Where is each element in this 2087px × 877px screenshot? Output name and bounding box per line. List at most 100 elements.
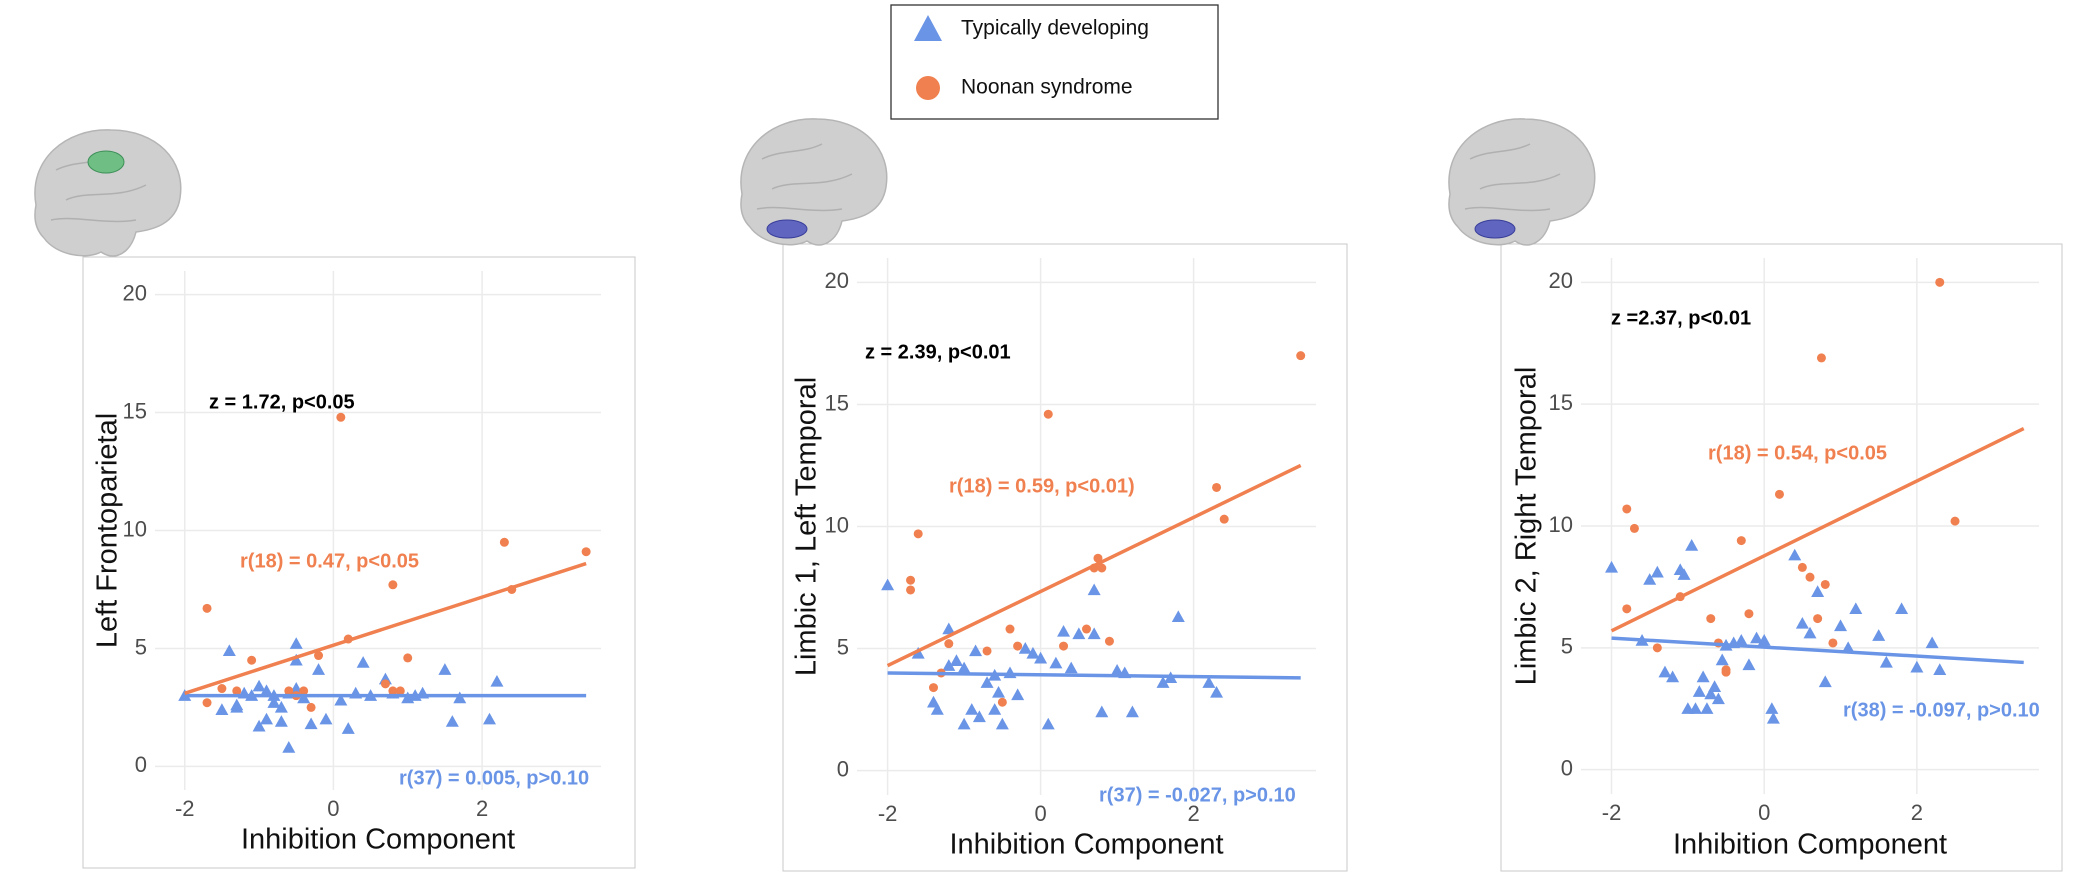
point [957,717,971,730]
point [490,674,504,687]
point [1650,565,1664,578]
point [1706,614,1716,624]
y-tick-label: 15 [1549,390,1573,415]
point [1685,538,1699,551]
point [1658,665,1672,678]
point [1816,353,1826,363]
brain-shape [740,118,888,246]
point [1629,523,1639,533]
point [1715,653,1729,666]
x-tick-label: 0 [1034,801,1046,826]
point [906,575,916,585]
point [906,585,916,595]
y-tick-label: 20 [825,268,849,293]
point [380,679,390,689]
point [1841,641,1855,654]
point [1721,665,1731,675]
point [1093,553,1103,563]
y-tick-label: 5 [837,634,849,659]
point [997,697,1007,707]
point [1087,583,1101,596]
annotation: z =2.37, p<0.01 [1611,307,1751,329]
point [1766,711,1780,724]
point [1744,609,1754,619]
point [581,547,591,557]
point [1736,536,1746,546]
point [1820,579,1830,589]
point [1082,624,1091,634]
annotation: r(38) = -0.097, p>0.10 [1843,699,2040,721]
panel-frame [1500,243,2063,872]
point [942,659,956,671]
point [1828,638,1838,648]
point [274,700,288,713]
legend: Typically developing Noonan syndrome [890,4,1219,120]
point [284,686,294,696]
annotation: r(37) = -0.027, p>0.10 [1099,784,1296,806]
y-tick-label: 20 [123,280,147,305]
point [388,686,398,696]
point [942,622,956,635]
point [1879,655,1893,668]
point [1057,624,1071,637]
x-axis-title: Inhibition Component [949,829,1223,861]
point [232,686,242,696]
point [306,702,316,712]
point [1774,489,1784,499]
brain-region [1474,219,1516,239]
point [1765,702,1779,714]
x-tick-label: 0 [1758,800,1770,825]
point [930,703,944,715]
x-tick-label: 2 [1187,801,1199,826]
point [1795,616,1809,629]
y-tick-label: 0 [135,752,147,777]
x-axis-title: Inhibition Component [241,824,515,856]
point [222,644,236,657]
point [1219,514,1229,524]
point [1704,687,1718,700]
fit-line [184,561,587,695]
point [356,656,370,668]
panel: 0 5 10 15 20 -2 0 2 Inhibition Component Limbic 1… [782,243,1348,872]
y-tick-label: 15 [825,390,849,415]
point [217,684,227,694]
point [1818,675,1832,688]
fit-line [1610,426,2025,633]
point [1059,641,1069,651]
point [483,712,496,725]
point [929,683,938,693]
legend-marker [916,76,940,100]
point [1171,610,1185,623]
point [1895,602,1909,615]
annotation: r(18) = 0.59, p<0.01) [949,475,1135,497]
point [1622,604,1632,614]
y-tick-label: 10 [825,512,849,537]
brain-icon [34,129,182,257]
y-tick-label: 10 [123,516,147,541]
point [1692,685,1706,697]
point [980,676,994,688]
point [957,661,971,674]
point [1742,658,1756,671]
panel: 0 5 10 15 20 -2 0 2 Inhibition Component Left Fro… [82,256,636,869]
point [1700,702,1714,714]
point [1652,643,1662,653]
point [1041,717,1055,730]
point [1018,642,1032,654]
point [1750,631,1764,644]
point [1803,626,1817,639]
panel: 0 5 10 15 20 -2 0 2 Inhibition Component Limbic 2… [1500,243,2063,872]
y-axis-title: Limbic 1, Left Temporal [791,377,823,676]
point [1711,692,1725,705]
point [1933,663,1947,675]
point [1087,627,1101,640]
point [1212,482,1222,492]
annotation: r(18) = 0.54, p<0.05 [1708,442,1887,464]
point [252,719,266,732]
point [913,529,923,539]
x-tick-label: -2 [175,796,195,821]
fit-line [1611,636,2024,665]
legend-label: Noonan syndrome [961,76,1133,99]
y-axis-title: Left Frontoparietal [92,413,124,648]
